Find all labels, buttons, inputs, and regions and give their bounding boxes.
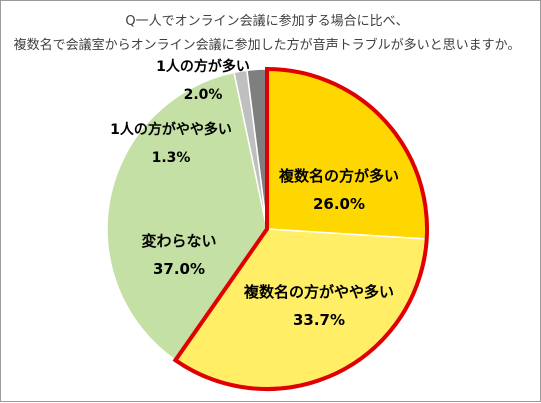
slice-value-label-5: 2.0% [184,87,223,103]
slice-value-label-4: 1.3% [152,150,191,166]
slice-labels: 複数名の方が多い 26.0% 複数名の方がやや多い 33.7% 変わらない 37.0% 1人… [110,58,399,329]
chart-title-line-1: Q一人でオンライン会議に参加する場合に比べ、 [125,13,408,29]
slice-category-label-2: 複数名の方がやや多い [243,283,394,301]
slice-value-label-2: 33.7% [293,311,345,329]
slice-value-label-3: 37.0% [153,260,205,278]
pie-slices [106,68,428,390]
slice-category-label-4: 1人の方がやや多い [110,121,232,138]
pie-slice-3 [106,71,268,362]
pie-slice-1 [266,68,428,240]
slice-category-label-5: 1人の方が多い [156,58,250,75]
slice-value-label-1: 26.0% [313,195,365,213]
slice-category-label-3: 変わらない [141,232,216,250]
highlight-outline-path [172,66,429,391]
chart-title-line-2: 複数名で会議室からオンライン会議に参加した方が音声トラブルが多いと思いますか。 [14,37,521,53]
highlight-outline [172,66,429,391]
slice-category-label-1: 複数名の方が多い [278,167,399,185]
